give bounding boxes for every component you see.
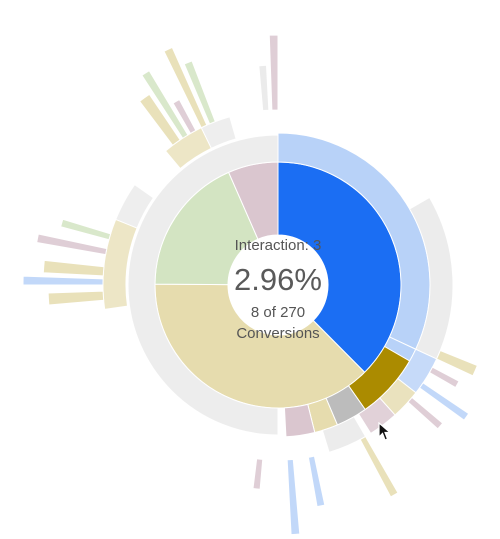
outer-spoke-14[interactable] — [428, 366, 460, 389]
ring-3-segment-gray-2[interactable] — [321, 415, 367, 453]
outer-spoke-9[interactable] — [22, 275, 104, 286]
outer-spoke-17[interactable] — [359, 435, 399, 498]
outer-spoke-8[interactable] — [47, 290, 105, 306]
outer-spoke-6[interactable] — [258, 64, 270, 112]
outer-spoke-19[interactable] — [286, 458, 301, 536]
outer-spoke-15[interactable] — [418, 382, 470, 421]
ring-2-segment-mauve[interactable] — [283, 403, 316, 438]
ring-3-segment-gray-left[interactable] — [115, 183, 155, 229]
interaction-label: Interaction: 3 — [234, 237, 322, 254]
outer-spoke-3[interactable] — [172, 98, 197, 135]
conversions-label: Conversions — [236, 325, 320, 342]
mouse-pointer-icon — [378, 422, 392, 441]
outer-spoke-11[interactable] — [36, 233, 108, 256]
outer-spoke-4[interactable] — [163, 46, 208, 129]
outer-spoke-5[interactable] — [183, 60, 216, 125]
outer-spoke-20[interactable] — [252, 458, 264, 490]
outer-spoke-12[interactable] — [60, 218, 112, 241]
outer-spoke-18[interactable] — [307, 455, 326, 508]
outer-spoke-2[interactable] — [141, 70, 189, 139]
outer-spoke-16[interactable] — [407, 396, 444, 430]
ring-3-segment-mauve[interactable] — [357, 397, 396, 435]
ring-2-dim-left[interactable] — [127, 134, 279, 436]
outer-spoke-1[interactable] — [138, 93, 181, 146]
percentage-value: 2.96% — [234, 262, 322, 297]
outer-spoke-7[interactable] — [268, 34, 279, 111]
count-label: 8 of 270 — [250, 304, 306, 321]
outer-spoke-10[interactable] — [42, 259, 105, 277]
outer-spoke-13[interactable] — [435, 349, 478, 377]
